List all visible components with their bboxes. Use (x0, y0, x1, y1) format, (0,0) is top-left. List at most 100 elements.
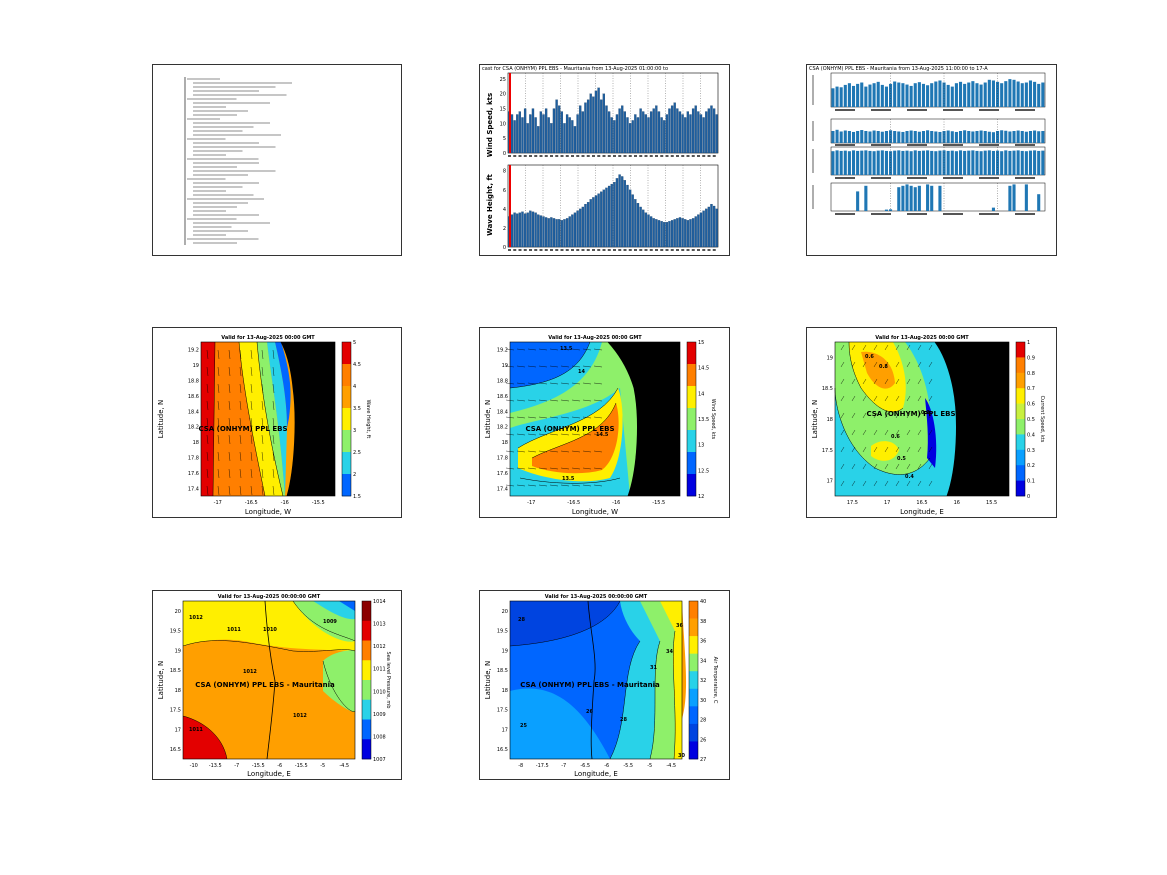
map-xtick: -15.5 (652, 500, 665, 506)
colorbar-tick: 0 (1027, 494, 1030, 500)
vector-arrow (840, 429, 845, 436)
met-xtick-label (1015, 213, 1035, 215)
met-bar (880, 131, 884, 143)
wind-xtick-label (681, 155, 685, 157)
vector-arrow (538, 450, 548, 453)
vector-arrow (272, 434, 275, 445)
wave-bar (602, 189, 606, 248)
wind-bar (613, 120, 616, 154)
colorbar-tick: 0.9 (1027, 355, 1035, 361)
colorbar-tick: 5 (353, 340, 356, 346)
map-contour-band (323, 650, 355, 712)
vector-arrow (239, 451, 242, 462)
met-bar (1012, 150, 1016, 175)
vector-arrow (884, 361, 889, 368)
map-contour-band (239, 342, 283, 496)
wave-bar (621, 176, 624, 248)
met-bar (917, 131, 921, 143)
map-frame (200, 341, 336, 497)
vector-arrow (272, 366, 275, 377)
met-bar (1020, 131, 1024, 143)
map-xtick: 17 (884, 500, 890, 506)
wind-xtick-label (539, 155, 543, 157)
vector-arrow (527, 467, 537, 470)
vector-arrow (571, 484, 581, 487)
wind-xtick-label (655, 155, 658, 157)
met-bar (1008, 131, 1012, 143)
met-bar (880, 84, 884, 107)
contour-label: 13.5 (562, 476, 575, 482)
wind-bar (631, 120, 634, 154)
map-xtick: -17 (214, 500, 222, 506)
vector-arrow (840, 412, 845, 419)
contour-line (182, 715, 228, 760)
met-bar (872, 83, 876, 107)
wave-xtick-label (597, 249, 601, 251)
vector-arrow (873, 480, 878, 487)
met-bar (930, 131, 934, 143)
wind-bar (621, 105, 624, 154)
met-xtick-label (835, 109, 855, 111)
wind-bar (555, 99, 558, 154)
wind-bar (602, 93, 606, 154)
map-ytick: 18.8 (188, 379, 199, 385)
vector-arrow (217, 451, 220, 462)
wind-xtick-label (660, 155, 664, 157)
colorbar-tick: 32 (700, 678, 706, 684)
wave-bar (610, 183, 613, 248)
map-xtick: -13.5 (209, 763, 222, 769)
met-bar (889, 151, 893, 175)
contour-label: 1011 (189, 727, 203, 733)
met-bar (938, 150, 942, 175)
wind-xtick-label (555, 155, 559, 157)
colorbar-frame (1015, 341, 1026, 497)
vector-arrow (206, 451, 209, 462)
wave-xtick-label (697, 249, 700, 251)
vector-arrow (239, 485, 242, 496)
land-mask (935, 342, 1009, 496)
colorbar-segment (362, 660, 371, 681)
wave-bar (712, 205, 716, 248)
wind-bar (670, 105, 674, 154)
contour-label: 34 (666, 649, 673, 655)
wind-map-panel: Valid for 13-Aug-2025 00:00 GMT 13.5 14 14.… (479, 327, 730, 518)
met-xtick-label (1015, 177, 1035, 179)
wave-bar (579, 208, 582, 248)
wind-bar (584, 102, 587, 154)
wave-bar (563, 219, 566, 248)
map-contour-band (275, 342, 291, 428)
wind-ytick: 0 (503, 151, 506, 157)
vector-arrow (928, 463, 933, 470)
met-xtick-label (979, 213, 999, 215)
colorbar-tick: 0.7 (1027, 386, 1035, 392)
contour-label: 0.6 (865, 354, 874, 360)
wind-xtick-label (644, 155, 648, 157)
met-bar (843, 130, 847, 143)
vector-arrow (862, 446, 867, 453)
colorbar-tick: 1012 (373, 644, 386, 650)
colorbar-tick: 1007 (373, 757, 386, 763)
map-frame (509, 341, 681, 497)
wave-bar (673, 219, 676, 248)
wave-xtick-label (613, 249, 616, 251)
map-ytick: 18.5 (170, 668, 181, 674)
wave-xtick-label (628, 249, 632, 251)
wind-bar (610, 117, 613, 154)
wind-bar (529, 114, 532, 154)
met-bar (930, 83, 934, 107)
met-bar (991, 132, 995, 143)
wave-bar (660, 221, 663, 248)
vector-arrow (228, 451, 231, 462)
map-ytick: 17 (827, 479, 833, 485)
map-ytick: 18 (827, 417, 833, 423)
wave-bar (689, 219, 692, 248)
vector-arrow (549, 433, 559, 436)
map-xtick: -6 (604, 763, 609, 769)
vector-arrow (549, 484, 559, 487)
vector-arrow (527, 399, 537, 402)
met-bar (1000, 151, 1004, 175)
contour-label: 0.3 (921, 410, 930, 416)
vector-arrow (560, 382, 570, 385)
met-bar (905, 150, 909, 175)
